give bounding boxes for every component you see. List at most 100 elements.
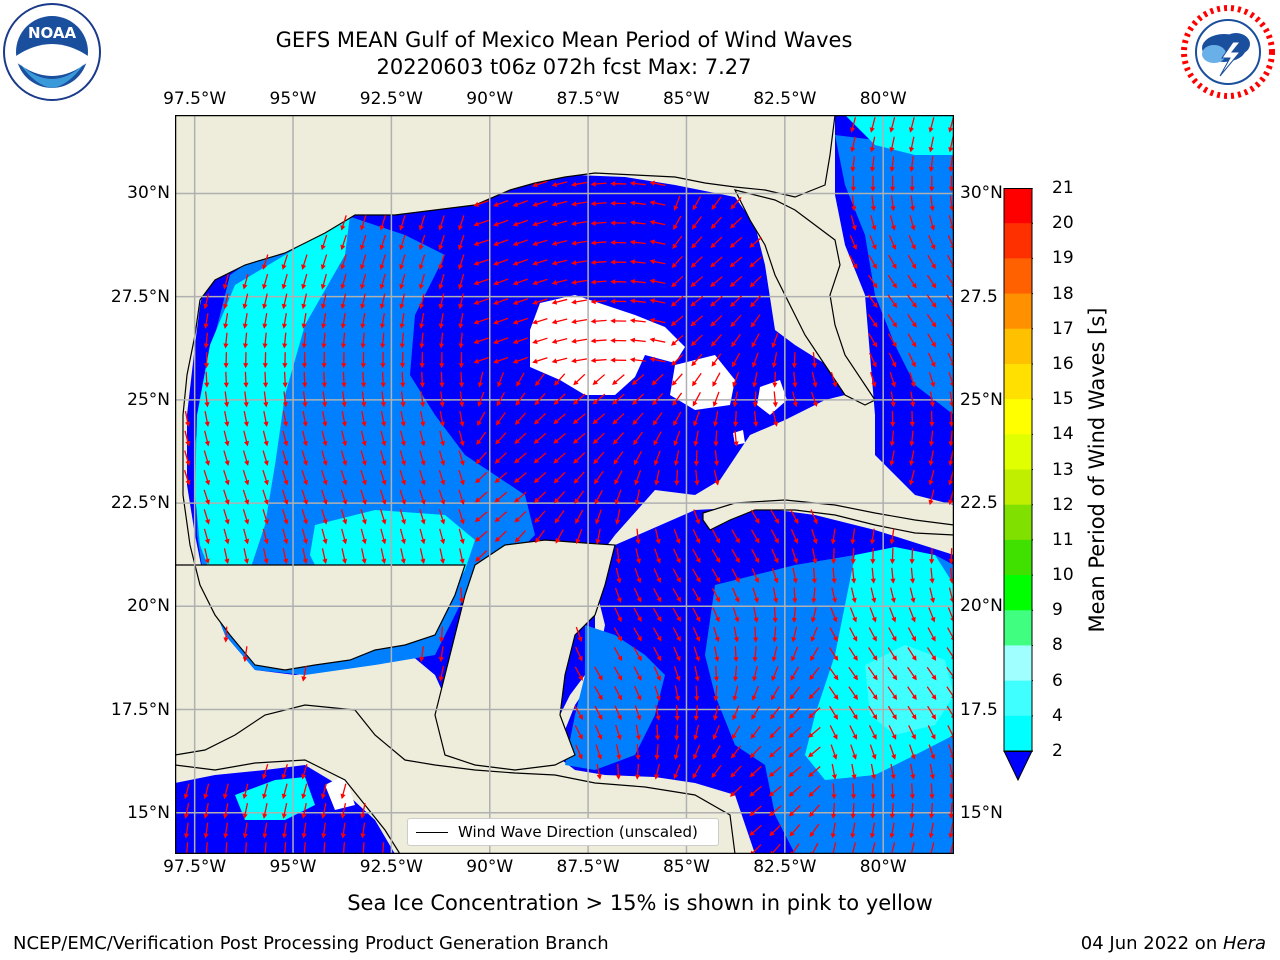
wind-arrow <box>690 276 704 288</box>
wind-arrow <box>890 391 896 408</box>
wind-arrow <box>301 763 308 780</box>
wind-arrow <box>691 216 702 230</box>
wind-arrow <box>926 274 937 289</box>
wind-arrow <box>590 259 607 266</box>
wind-arrow <box>811 548 818 565</box>
wind-arrow <box>729 217 743 229</box>
wind-arrow <box>772 606 778 623</box>
wind-arrow <box>690 334 703 347</box>
wind-arrow <box>533 472 547 484</box>
wind-arrow <box>870 802 876 819</box>
wind-arrow <box>690 295 704 307</box>
wind-arrow <box>909 567 916 584</box>
wind-arrow <box>281 803 288 819</box>
florida-land <box>733 189 876 406</box>
wind-arrow <box>204 391 210 408</box>
wind-arrow <box>673 450 680 467</box>
wind-arrow <box>204 548 210 565</box>
wind-arrow <box>360 215 367 231</box>
wind-arrow <box>868 274 878 289</box>
wind-arrow <box>458 450 465 466</box>
wind-arrow <box>514 472 527 483</box>
wind-arrow <box>590 181 607 187</box>
lat-tick-left: 17.5°N <box>110 699 170 720</box>
wind-arrow <box>419 528 426 545</box>
wind-arrow <box>713 646 720 663</box>
wind-arrow <box>889 528 895 545</box>
wind-arrow <box>810 607 817 623</box>
wind-arrow <box>711 196 722 210</box>
wind-arrow <box>890 763 896 780</box>
wind-arrow <box>711 353 722 367</box>
wind-arrow <box>477 391 485 407</box>
wind-arrow <box>928 607 936 623</box>
wind-arrow <box>887 686 898 700</box>
wind-arrow <box>929 410 935 427</box>
wind-arrow <box>869 136 876 153</box>
colorbar-segment <box>1004 645 1032 682</box>
period-4-6-region-pacific <box>235 777 315 820</box>
wind-arrow <box>533 452 547 464</box>
wind-arrow <box>341 352 347 369</box>
wind-arrow <box>870 195 876 212</box>
wind-arrow <box>692 392 701 407</box>
producer-credit: NCEP/EMC/Verification Post Processing Pr… <box>13 933 609 954</box>
wind-arrow <box>710 276 723 287</box>
wind-arrow <box>751 568 759 584</box>
wind-arrow <box>887 647 897 661</box>
wind-arrow <box>711 568 721 583</box>
wind-arrow <box>889 822 895 839</box>
wind-arrow <box>652 607 662 622</box>
wind-arrow <box>281 273 288 290</box>
wind-arrow <box>654 469 660 486</box>
wind-arrow <box>634 705 642 721</box>
wind-arrow <box>613 451 624 465</box>
lon-tick-top: 92.5°W <box>359 89 423 109</box>
wind-arrow <box>831 587 838 604</box>
wind-arrow <box>419 469 426 486</box>
wind-arrow <box>731 725 741 740</box>
wind-arrow <box>572 432 586 444</box>
wind-arrow <box>909 430 915 447</box>
wind-arrow <box>733 410 739 427</box>
wind-arrow <box>692 529 701 544</box>
wind-arrow <box>281 254 289 270</box>
wind-arrow <box>473 200 489 207</box>
wind-arrow <box>948 175 954 192</box>
wind-arrow <box>867 686 878 700</box>
wind-arrow <box>831 567 837 584</box>
wind-arrow <box>494 452 507 464</box>
lat-tick-right: 22.5 <box>960 493 998 514</box>
wind-arrow <box>671 275 684 288</box>
wind-arrow <box>649 298 666 304</box>
wind-arrow <box>282 371 288 388</box>
wind-arrow <box>360 822 366 839</box>
wind-arrow <box>926 294 937 308</box>
wind-arrow <box>772 587 779 604</box>
wind-arrow <box>223 371 229 388</box>
wind-arrow <box>649 337 666 343</box>
wind-arrow <box>320 293 327 310</box>
wind-arrow <box>889 607 897 623</box>
run-date: 04 Jun 2022 on Hera <box>1081 933 1266 954</box>
wind-arrow <box>731 529 740 544</box>
wind-arrow <box>692 196 702 211</box>
lat-tick-left: 25°N <box>127 389 170 410</box>
wind-arrow <box>361 391 367 408</box>
wind-arrow <box>749 805 762 817</box>
wind-arrow <box>321 548 328 565</box>
wind-arrow <box>732 705 740 721</box>
wind-arrow <box>222 273 229 290</box>
wind-arrow <box>301 254 308 270</box>
colorbar-tick: 19 <box>1052 248 1074 269</box>
wind-arrow <box>301 822 307 839</box>
wind-arrow <box>907 705 917 720</box>
wind-arrow <box>281 469 289 486</box>
wind-arrow <box>887 333 897 348</box>
wind-arrow <box>673 215 682 230</box>
wind-arrow <box>808 804 820 818</box>
wind-arrow <box>512 200 528 207</box>
wind-arrow <box>830 607 838 623</box>
wind-arrow <box>493 219 509 227</box>
wind-arrow <box>928 117 935 133</box>
